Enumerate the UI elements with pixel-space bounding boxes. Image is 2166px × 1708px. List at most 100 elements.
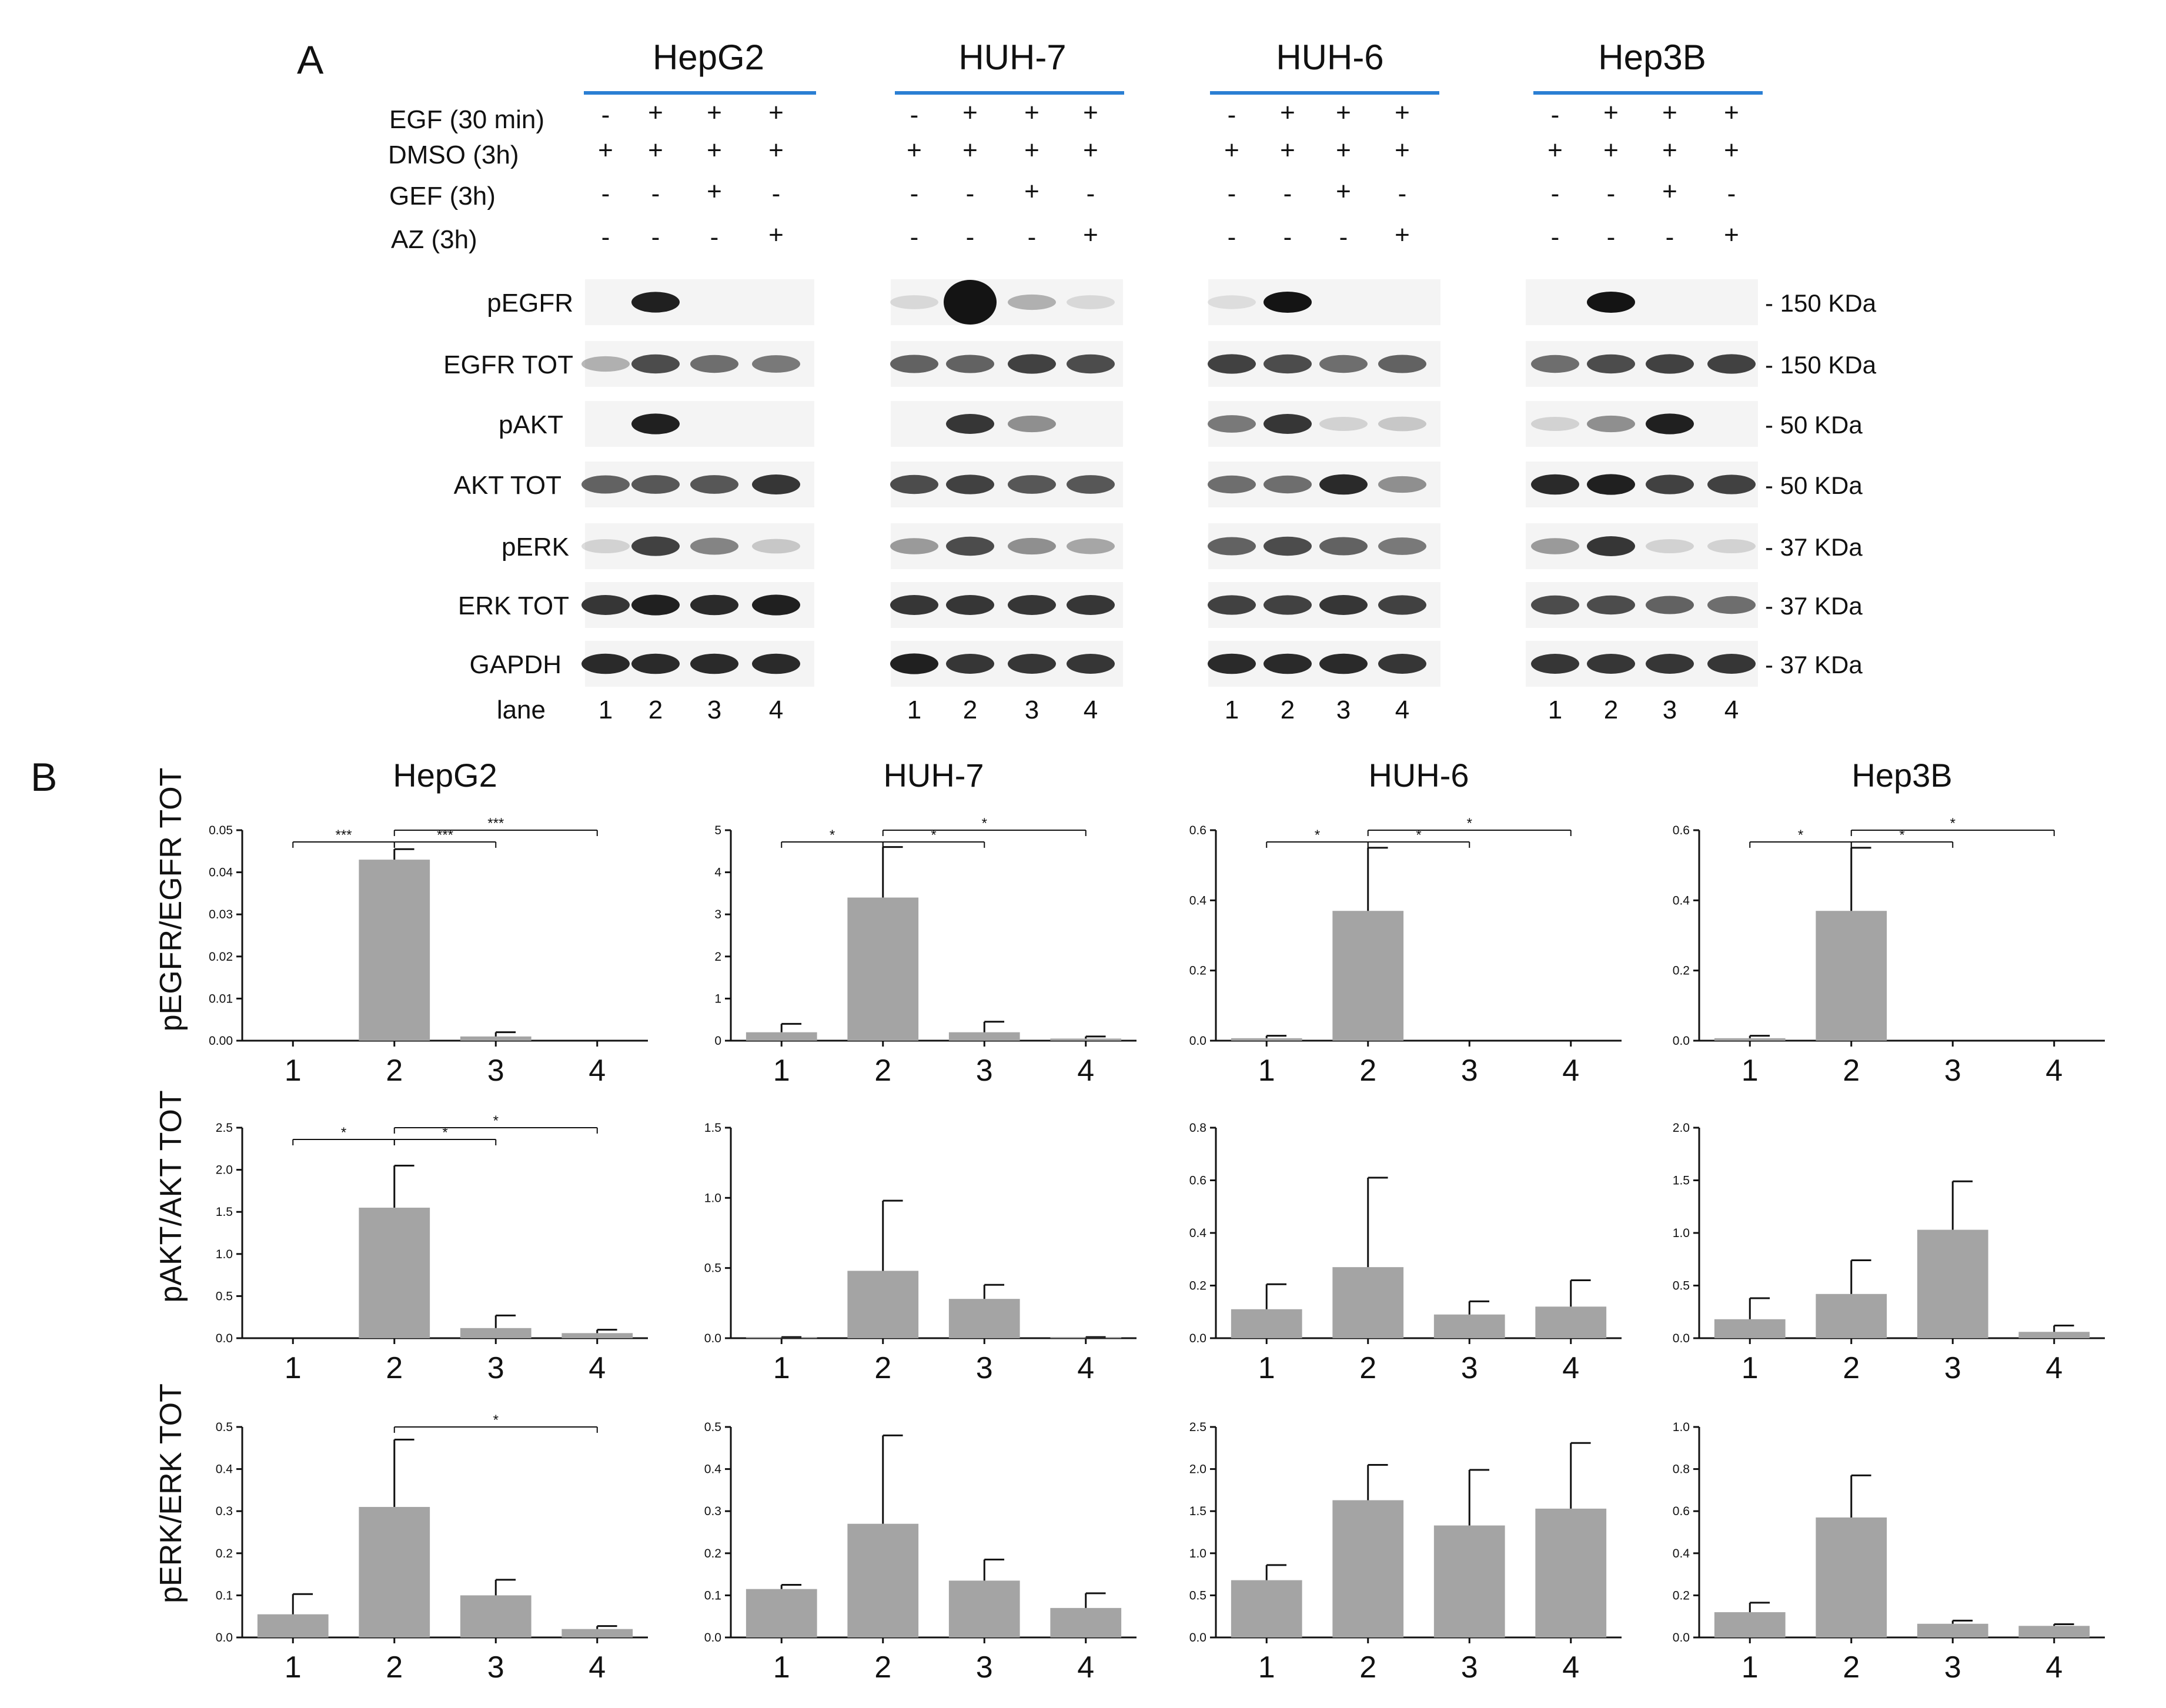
x-tick-label: 1 bbox=[285, 1650, 302, 1684]
condition-sign: + bbox=[1336, 177, 1351, 206]
significance-label: * bbox=[442, 1125, 447, 1141]
x-tick-label: 4 bbox=[589, 1351, 606, 1385]
y-tick-label: 0.4 bbox=[1673, 894, 1690, 907]
blot-row-label: AKT TOT bbox=[454, 471, 561, 500]
kda-label: - 37 KDa bbox=[1765, 533, 1863, 561]
condition-label: GEF (3h) bbox=[389, 182, 496, 210]
lane-number: 1 bbox=[1225, 696, 1239, 724]
lane-number: 4 bbox=[1084, 696, 1098, 724]
x-tick-label: 4 bbox=[2045, 1351, 2063, 1385]
x-tick-label: 1 bbox=[773, 1650, 790, 1684]
lane-number: 3 bbox=[707, 696, 721, 724]
blot-band bbox=[1264, 475, 1312, 494]
y-tick-label: 0.04 bbox=[209, 866, 233, 880]
condition-sign: - bbox=[710, 223, 719, 252]
lane-label: lane bbox=[497, 696, 546, 724]
blot-band bbox=[946, 355, 994, 373]
y-tick-label: 0.8 bbox=[1189, 1121, 1206, 1135]
condition-sign: + bbox=[1024, 177, 1039, 206]
blot-band bbox=[631, 413, 680, 434]
x-tick-label: 3 bbox=[487, 1054, 504, 1088]
y-tick-label: 0.0 bbox=[1673, 1631, 1690, 1645]
condition-sign: + bbox=[598, 136, 613, 165]
x-tick-label: 2 bbox=[874, 1351, 891, 1385]
blot-band bbox=[1646, 354, 1694, 374]
condition-sign: - bbox=[601, 101, 610, 129]
bar bbox=[460, 1595, 532, 1637]
blot-band bbox=[1208, 537, 1256, 556]
group-title-hepg2: HepG2 bbox=[653, 38, 764, 77]
blot-band bbox=[1587, 654, 1635, 674]
blot-band bbox=[752, 539, 800, 554]
blot-band bbox=[1531, 654, 1579, 674]
bar bbox=[359, 1507, 430, 1637]
y-tick-label: 2.0 bbox=[216, 1164, 233, 1177]
blot-band bbox=[1264, 354, 1312, 374]
bar bbox=[2018, 1626, 2090, 1637]
condition-sign: + bbox=[1547, 136, 1563, 165]
row-ylabel: pERK/ERK TOT bbox=[154, 1383, 188, 1603]
x-tick-label: 2 bbox=[1359, 1650, 1376, 1684]
row-ylabel: pAKT/AKT TOT bbox=[154, 1090, 188, 1302]
blot-band bbox=[1587, 536, 1635, 556]
blot-band bbox=[631, 475, 680, 494]
y-tick-label: 0.2 bbox=[1189, 964, 1206, 978]
blot-band bbox=[1707, 654, 1756, 674]
condition-sign: + bbox=[907, 136, 922, 165]
condition-sign: + bbox=[707, 98, 722, 127]
significance-label: * bbox=[982, 815, 987, 831]
blot-row-label: pERK bbox=[502, 533, 569, 561]
blot-row-label: GAPDH bbox=[470, 650, 561, 679]
x-tick-label: 3 bbox=[1461, 1650, 1478, 1684]
bar bbox=[1433, 1314, 1505, 1338]
y-tick-label: 0.4 bbox=[704, 1463, 722, 1476]
blot-strip bbox=[891, 279, 1123, 325]
x-tick-label: 3 bbox=[1944, 1650, 1961, 1684]
chart: 0.0 0.5 1.0 1.5 2.0 1 2 3 4 bbox=[1673, 1121, 2105, 1385]
condition-sign: - bbox=[1339, 223, 1348, 252]
x-tick-label: 2 bbox=[1843, 1650, 1860, 1684]
panel-b-label: B bbox=[31, 755, 57, 800]
y-tick-label: 1.5 bbox=[1189, 1505, 1206, 1518]
x-tick-label: 2 bbox=[1359, 1054, 1376, 1088]
bar bbox=[359, 1208, 430, 1338]
blot-band bbox=[1378, 537, 1426, 555]
blot-band bbox=[690, 653, 738, 674]
y-tick-label: 0 bbox=[714, 1034, 721, 1048]
blot-band bbox=[1008, 294, 1056, 310]
blot-band bbox=[1587, 415, 1635, 433]
x-tick-label: 2 bbox=[874, 1650, 891, 1684]
blot-band bbox=[1707, 354, 1756, 374]
condition-sign: + bbox=[1662, 177, 1677, 206]
y-tick-label: 0.5 bbox=[216, 1420, 233, 1434]
blot-band bbox=[1264, 653, 1312, 674]
x-tick-label: 4 bbox=[1562, 1351, 1579, 1385]
blot-band bbox=[1008, 595, 1056, 615]
x-tick-label: 2 bbox=[386, 1054, 403, 1088]
lane-number: 1 bbox=[907, 696, 921, 724]
blot-band bbox=[1208, 653, 1256, 674]
condition-sign: - bbox=[1607, 223, 1616, 252]
blot-band bbox=[1587, 292, 1635, 313]
lane-number: 3 bbox=[1336, 696, 1351, 724]
blot-band bbox=[1531, 355, 1579, 373]
condition-sign: + bbox=[768, 220, 784, 249]
condition-sign: + bbox=[648, 98, 663, 127]
kda-label: - 150 KDa bbox=[1765, 289, 1877, 317]
blot-strip bbox=[1208, 279, 1440, 325]
y-tick-label: 0.0 bbox=[216, 1631, 233, 1645]
condition-sign: + bbox=[1280, 98, 1295, 127]
blot-band bbox=[1008, 537, 1056, 555]
bar bbox=[1816, 1517, 1887, 1637]
chart-title: HUH-7 bbox=[883, 757, 984, 794]
y-tick-label: 1.5 bbox=[216, 1205, 233, 1219]
y-tick-label: 0.6 bbox=[1673, 1505, 1690, 1518]
blot-band bbox=[752, 474, 800, 494]
condition-sign: + bbox=[1603, 98, 1619, 127]
x-tick-label: 3 bbox=[976, 1351, 993, 1385]
x-tick-label: 4 bbox=[2045, 1650, 2063, 1684]
y-tick-label: 3 bbox=[714, 908, 721, 921]
blot-band bbox=[946, 536, 994, 556]
lane-number: 2 bbox=[649, 696, 663, 724]
